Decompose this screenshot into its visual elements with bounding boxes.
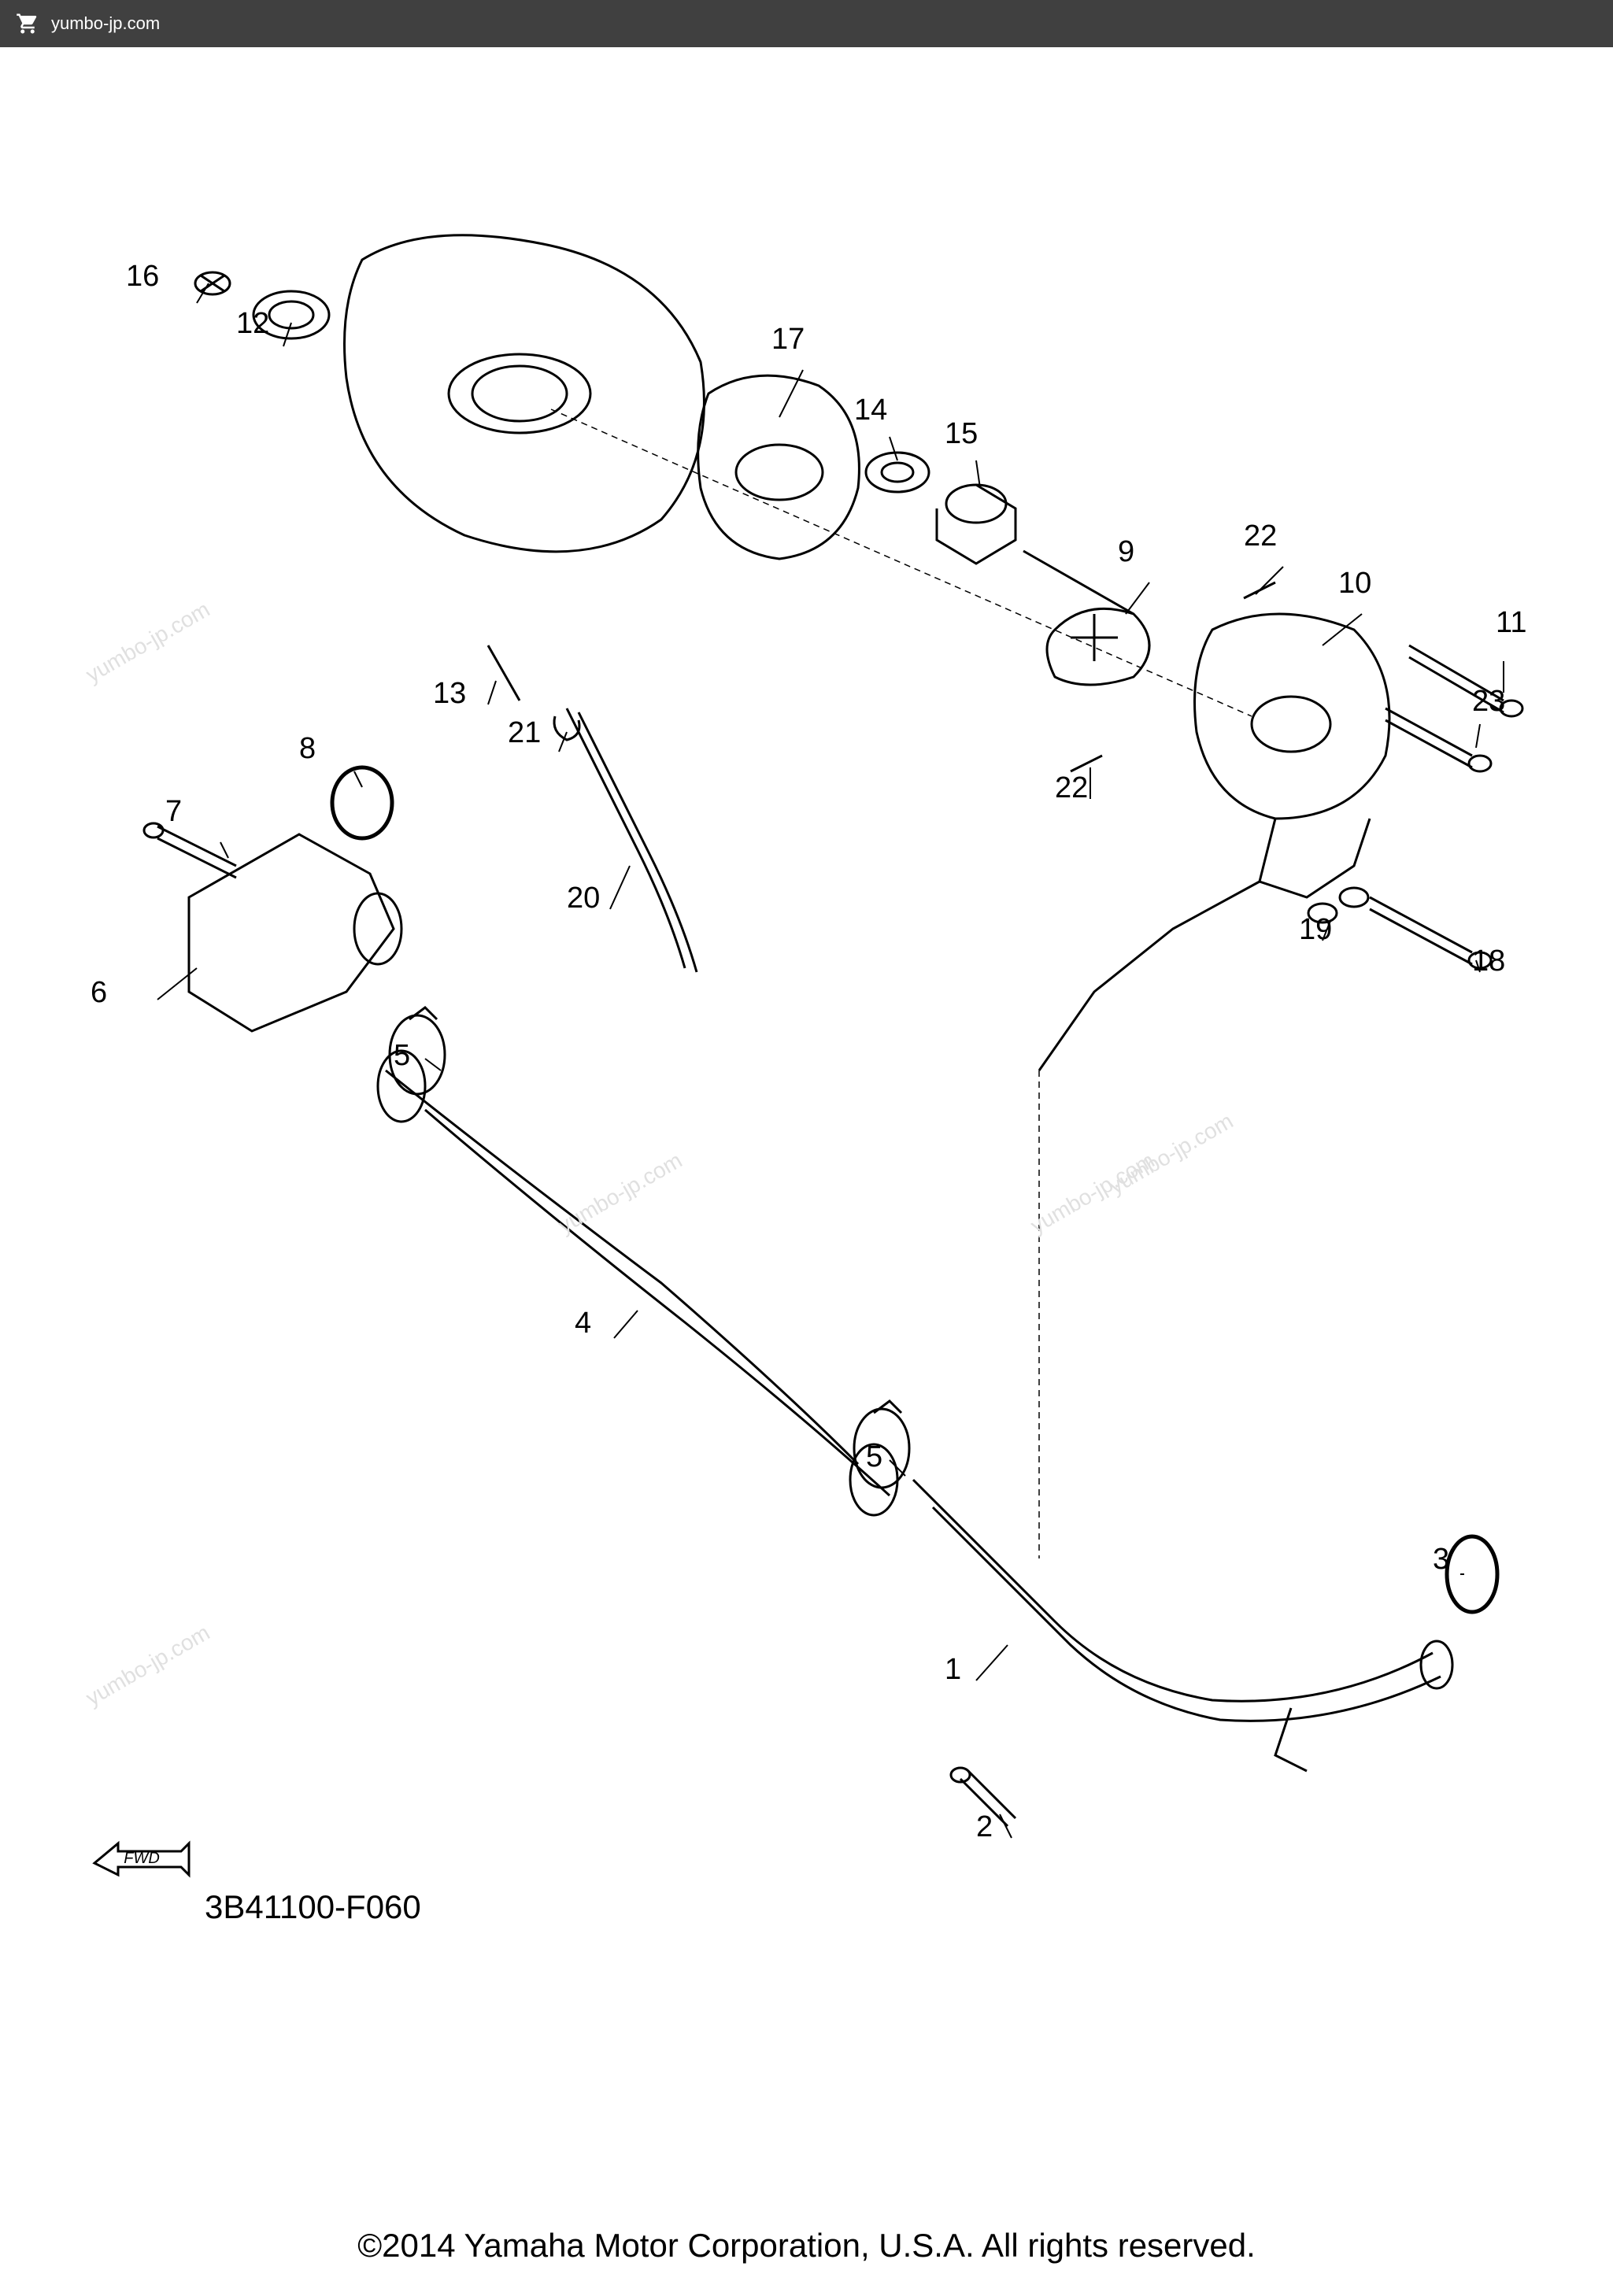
part-label-7: 7 — [165, 795, 182, 829]
part-label-17: 17 — [771, 323, 805, 357]
part-label-15: 15 — [945, 417, 978, 451]
cart-icon — [16, 12, 39, 35]
fwd-direction-badge: FWD — [87, 1824, 197, 1887]
part-label-5: 5 — [866, 1440, 882, 1474]
part-label-12: 12 — [236, 307, 269, 341]
part-label-8: 8 — [299, 732, 316, 766]
part-label-2: 2 — [976, 1810, 993, 1844]
part-label-22: 22 — [1055, 771, 1088, 805]
parts-diagram — [31, 63, 1582, 2202]
part-label-10: 10 — [1338, 567, 1371, 601]
part-label-21: 21 — [508, 716, 541, 750]
part-label-11: 11 — [1496, 606, 1526, 640]
part-label-20: 20 — [567, 882, 600, 915]
part-label-1: 1 — [945, 1653, 961, 1687]
part-label-13: 13 — [433, 677, 466, 711]
copyright-text: ©2014 Yamaha Motor Corporation, U.S.A. A… — [0, 2227, 1613, 2265]
part-label-16: 16 — [126, 260, 159, 294]
part-label-23: 23 — [1472, 685, 1505, 719]
diagram-code: 3B41100-F060 — [205, 1888, 421, 1926]
header-bar: yumbo-jp.com — [0, 0, 1613, 47]
part-label-9: 9 — [1118, 535, 1134, 569]
part-label-5: 5 — [394, 1039, 410, 1073]
part-label-18: 18 — [1472, 945, 1505, 978]
header-title: yumbo-jp.com — [51, 13, 160, 34]
part-label-19: 19 — [1299, 913, 1332, 947]
diagram-container: FWD 3B41100-F060 — [31, 63, 1582, 2202]
fwd-label: FWD — [124, 1850, 160, 1867]
part-label-6: 6 — [91, 976, 107, 1010]
part-label-3: 3 — [1433, 1543, 1449, 1577]
part-label-22: 22 — [1244, 519, 1277, 553]
part-label-4: 4 — [575, 1307, 591, 1340]
part-label-14: 14 — [854, 394, 887, 427]
